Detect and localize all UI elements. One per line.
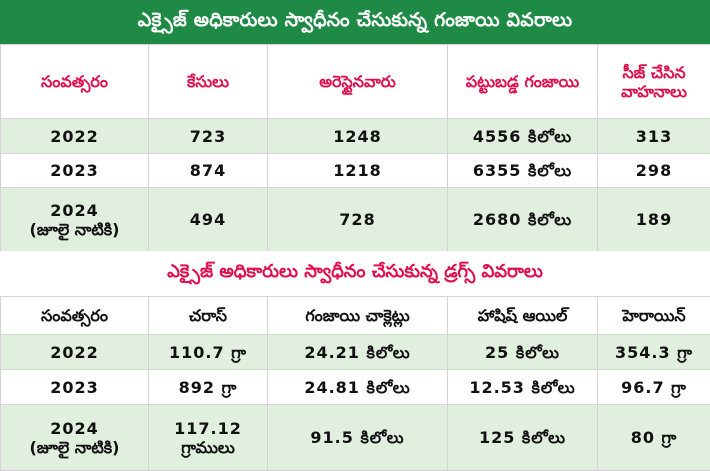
year-note: (జూలై నాటికి) [3, 438, 146, 457]
year-cell: 2022 [1, 335, 149, 370]
heroin-cell: 354.3 గ్రా [598, 335, 710, 370]
arrested-cell: 728 [268, 188, 448, 252]
col-heroin: హెరాయిన్ [598, 297, 710, 335]
col-hashish-oil: హాషిష్ ఆయిల్ [448, 297, 598, 335]
drugs-seizure-table: సంవత్సరం చరాస్ గంజాయి చాక్లెట్లు హాషిష్ … [0, 296, 710, 471]
col-ganja-seized: పట్టుబడ్డ గంజాయి [448, 45, 598, 119]
cases-cell: 874 [149, 154, 268, 188]
ganja-cell: 2680 కిలోలు [448, 188, 598, 252]
drugs-title-banner: ఎక్సైజ్ అధికారులు స్వాధీనం చేసుకున్న డ్ర… [0, 251, 710, 296]
table-row: 2023 892 గ్రా 24.81 కిలోలు 12.53 కిలోలు … [1, 370, 710, 405]
charas-unit: గ్రాములు [151, 438, 265, 457]
heroin-cell: 80 గ్రా [598, 405, 710, 471]
vehicles-cell: 313 [598, 119, 710, 154]
hashish-cell: 12.53 కిలోలు [448, 370, 598, 405]
col-year: సంవత్సరం [1, 45, 149, 119]
ganja-cell: 4556 కిలోలు [448, 119, 598, 154]
year-note: (జూలై నాటికి) [3, 220, 146, 239]
cases-cell: 494 [149, 188, 268, 252]
charas-cell: 892 గ్రా [149, 370, 268, 405]
table-row: 2022 723 1248 4556 కిలోలు 313 [1, 119, 710, 154]
ganja-cell: 6355 కిలోలు [448, 154, 598, 188]
col-charas: చరాస్ [149, 297, 268, 335]
arrested-cell: 1218 [268, 154, 448, 188]
chocolates-cell: 24.21 కిలోలు [268, 335, 448, 370]
year-value: 2024 [3, 419, 146, 438]
col-year: సంవత్సరం [1, 297, 149, 335]
year-cell: 2024 (జూలై నాటికి) [1, 405, 149, 471]
table-header-row: సంవత్సరం కేసులు అరెస్టైనవారు పట్టుబడ్డ గ… [1, 45, 710, 119]
col-ganja-chocolates: గంజాయి చాక్లెట్లు [268, 297, 448, 335]
arrested-cell: 1248 [268, 119, 448, 154]
hashish-cell: 125 కిలోలు [448, 405, 598, 471]
year-cell: 2023 [1, 154, 149, 188]
heroin-cell: 96.7 గ్రా [598, 370, 710, 405]
col-cases: కేసులు [149, 45, 268, 119]
hashish-cell: 25 కిలోలు [448, 335, 598, 370]
table-row: 2023 874 1218 6355 కిలోలు 298 [1, 154, 710, 188]
col-arrested: అరెస్టైనవారు [268, 45, 448, 119]
ganja-title: ఎక్సైజ్ అధికారులు స్వాధీనం చేసుకున్న గంజ… [138, 9, 572, 36]
table-header-row: సంవత్సరం చరాస్ గంజాయి చాక్లెట్లు హాషిష్ … [1, 297, 710, 335]
drugs-title: ఎక్సైజ్ అధికారులు స్వాధీనం చేసుకున్న డ్ర… [167, 261, 543, 286]
table-row: 2024 (జూలై నాటికి) 494 728 2680 కిలోలు 1… [1, 188, 710, 252]
charas-cell: 110.7 గ్రా [149, 335, 268, 370]
charas-cell: 117.12 గ్రాములు [149, 405, 268, 471]
year-cell: 2022 [1, 119, 149, 154]
col-vehicles-seized: సీజ్ చేసిన వాహనాలు [598, 45, 710, 119]
year-value: 2024 [3, 201, 146, 220]
chocolates-cell: 24.81 కిలోలు [268, 370, 448, 405]
vehicles-cell: 298 [598, 154, 710, 188]
table-row: 2024 (జూలై నాటికి) 117.12 గ్రాములు 91.5 … [1, 405, 710, 471]
cases-cell: 723 [149, 119, 268, 154]
ganja-title-banner: ఎక్సైజ్ అధికారులు స్వాధీనం చేసుకున్న గంజ… [0, 0, 710, 44]
table-row: 2022 110.7 గ్రా 24.21 కిలోలు 25 కిలోలు 3… [1, 335, 710, 370]
year-cell: 2024 (జూలై నాటికి) [1, 188, 149, 252]
ganja-seizure-table: సంవత్సరం కేసులు అరెస్టైనవారు పట్టుబడ్డ గ… [0, 44, 710, 252]
vehicles-cell: 189 [598, 188, 710, 252]
chocolates-cell: 91.5 కిలోలు [268, 405, 448, 471]
charas-value: 117.12 [151, 419, 265, 438]
year-cell: 2023 [1, 370, 149, 405]
